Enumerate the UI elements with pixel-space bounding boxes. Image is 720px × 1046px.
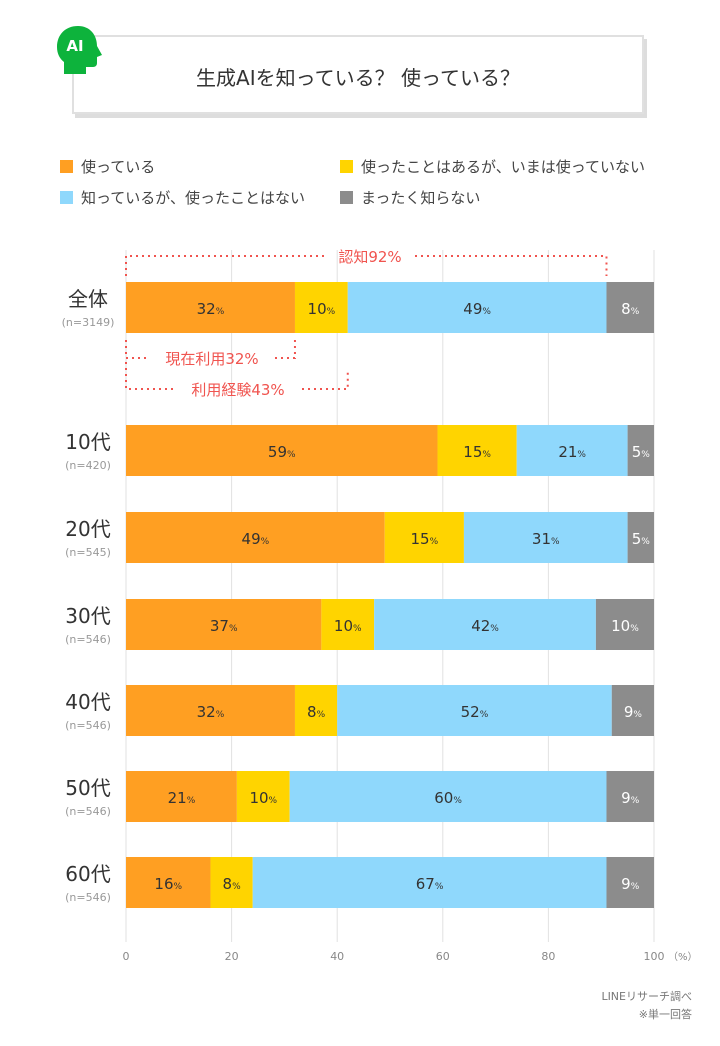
bar-segment — [210, 857, 253, 908]
bar-segment — [347, 282, 607, 333]
bar-segment — [606, 857, 654, 908]
bar-segment — [294, 282, 348, 333]
bar-segment — [126, 857, 211, 908]
bar-segment — [126, 771, 237, 822]
legend-label: 使っている — [81, 158, 156, 176]
bar-segment — [374, 599, 596, 650]
bar-segment — [437, 425, 517, 476]
sample-size-label: (n=420) — [65, 459, 111, 472]
note-text: ※単一回答 — [638, 1008, 692, 1021]
legend-label: 知っているが、使ったことはない — [81, 189, 305, 207]
bar-segment — [611, 685, 654, 736]
source-text: LINEリサーチ調べ — [601, 990, 692, 1003]
bar-segment — [606, 771, 654, 822]
category-label: 30代 — [65, 604, 110, 628]
x-unit-label: （%） — [668, 951, 698, 963]
legend-swatch — [340, 160, 353, 173]
bar-segment — [126, 425, 438, 476]
sample-size-label: (n=546) — [65, 891, 111, 904]
bar-segment — [384, 512, 464, 563]
category-label: 10代 — [65, 430, 110, 454]
category-label: 20代 — [65, 517, 110, 541]
chart-title: 生成AIを知っている？ 使っている？ — [196, 66, 520, 90]
x-tick-label: 40 — [330, 950, 344, 963]
bar-segment — [463, 512, 628, 563]
category-label: 40代 — [65, 690, 110, 714]
category-label: 全体 — [68, 287, 108, 311]
bar-segment — [126, 282, 295, 333]
ai-head-icon: AI — [57, 26, 102, 74]
bar-segment — [606, 282, 654, 333]
bar-segment — [126, 512, 385, 563]
bar-segment — [126, 599, 322, 650]
x-tick-label: 20 — [225, 950, 239, 963]
current-use-annotation: 現在利用32% — [165, 350, 258, 368]
use-experience-annotation: 利用経験43% — [191, 381, 284, 399]
awareness-bracket — [125, 255, 608, 276]
svg-text:AI: AI — [66, 37, 83, 55]
x-tick-label: 60 — [436, 950, 450, 963]
sample-size-label: (n=3149) — [62, 316, 115, 329]
title-box — [72, 35, 644, 114]
category-label: 60代 — [65, 862, 110, 886]
bar-segment — [126, 685, 295, 736]
bar-segment — [627, 425, 654, 476]
legend-label: まったく知らない — [361, 189, 481, 207]
bar-segment — [294, 685, 338, 736]
legend-item-aware: 知っているが、使ったことはない — [60, 187, 305, 208]
x-tick-label: 100 — [644, 950, 665, 963]
current-use-bracket — [125, 340, 296, 359]
bar-segment — [252, 857, 607, 908]
bar-segment — [289, 771, 607, 822]
sample-size-label: (n=546) — [65, 805, 111, 818]
bar-segment — [236, 771, 290, 822]
awareness-annotation: 認知92% — [338, 248, 401, 266]
legend-item-used-before: 使ったことはあるが、いまは使っていない — [340, 156, 645, 177]
legend-label: 使ったことはあるが、いまは使っていない — [361, 158, 645, 176]
legend-swatch — [340, 191, 353, 204]
sample-size-label: (n=546) — [65, 719, 111, 732]
x-tick-label: 0 — [123, 950, 130, 963]
legend-swatch — [60, 191, 73, 204]
bar-segment — [595, 599, 654, 650]
sample-size-label: (n=546) — [65, 633, 111, 646]
bar-segment — [337, 685, 612, 736]
bar-segment — [516, 425, 628, 476]
x-tick-label: 80 — [541, 950, 555, 963]
legend-swatch — [60, 160, 73, 173]
sample-size-label: (n=545) — [65, 546, 111, 559]
bar-segment — [321, 599, 375, 650]
category-label: 50代 — [65, 776, 110, 800]
legend-item-unaware: まったく知らない — [340, 187, 480, 208]
bar-segment — [627, 512, 654, 563]
legend-item-used: 使っている — [60, 156, 155, 177]
